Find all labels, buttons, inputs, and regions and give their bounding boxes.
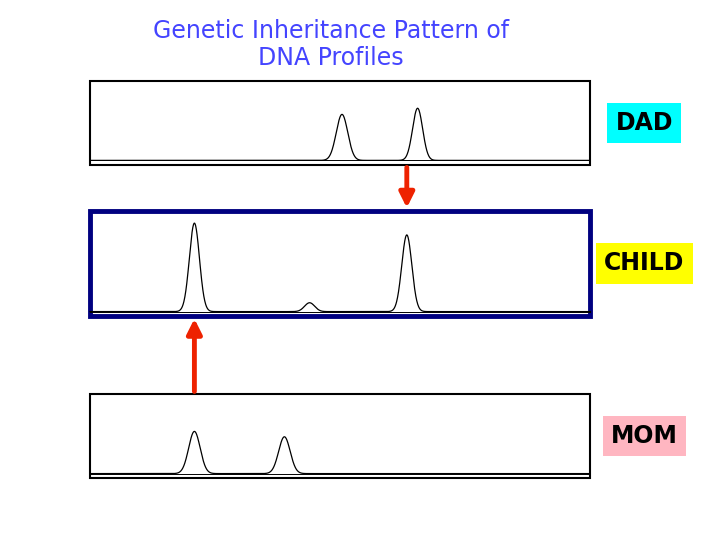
Text: MOM: MOM: [611, 424, 678, 448]
Bar: [90, 81, 590, 165]
Text: DAD: DAD: [616, 111, 673, 135]
Text: CHILD: CHILD: [604, 251, 685, 275]
Bar: [90, 211, 590, 316]
Text: Genetic Inheritance Pattern of: Genetic Inheritance Pattern of: [153, 19, 509, 43]
Bar: [90, 394, 590, 478]
Text: DNA Profiles: DNA Profiles: [258, 46, 404, 70]
